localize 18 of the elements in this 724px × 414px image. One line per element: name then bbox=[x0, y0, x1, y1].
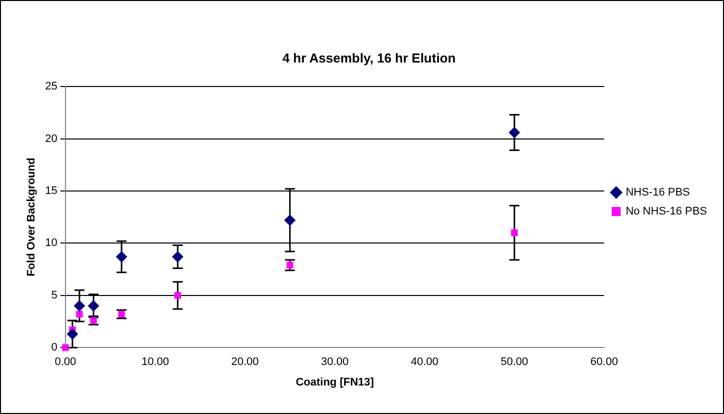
y-tick-label: 20 bbox=[45, 132, 58, 145]
x-axis-title: Coating [FN13] bbox=[296, 376, 374, 388]
x-tick-label: 10.00 bbox=[141, 356, 169, 368]
x-tick-label: 40.00 bbox=[410, 356, 438, 368]
legend-label: NHS-16 PBS bbox=[626, 186, 690, 199]
y-tick-label: 25 bbox=[45, 80, 58, 93]
x-tick-label: 30.00 bbox=[321, 356, 349, 368]
legend-label: No NHS-16 PBS bbox=[626, 206, 708, 218]
x-tick-label: 20.00 bbox=[231, 356, 259, 368]
chart-title: 4 hr Assembly, 16 hr Elution bbox=[282, 50, 456, 66]
y-tick-label: 15 bbox=[45, 185, 58, 198]
x-tick-label: 0.00 bbox=[54, 356, 76, 368]
x-tick-label: 60.00 bbox=[590, 356, 618, 368]
y-tick-label: 5 bbox=[51, 289, 58, 302]
x-tick-label: 50.00 bbox=[500, 356, 528, 368]
y-axis-title: Fold Over Background bbox=[26, 158, 38, 276]
y-tick-label: 0 bbox=[51, 342, 58, 354]
y-tick-label: 10 bbox=[45, 237, 58, 250]
